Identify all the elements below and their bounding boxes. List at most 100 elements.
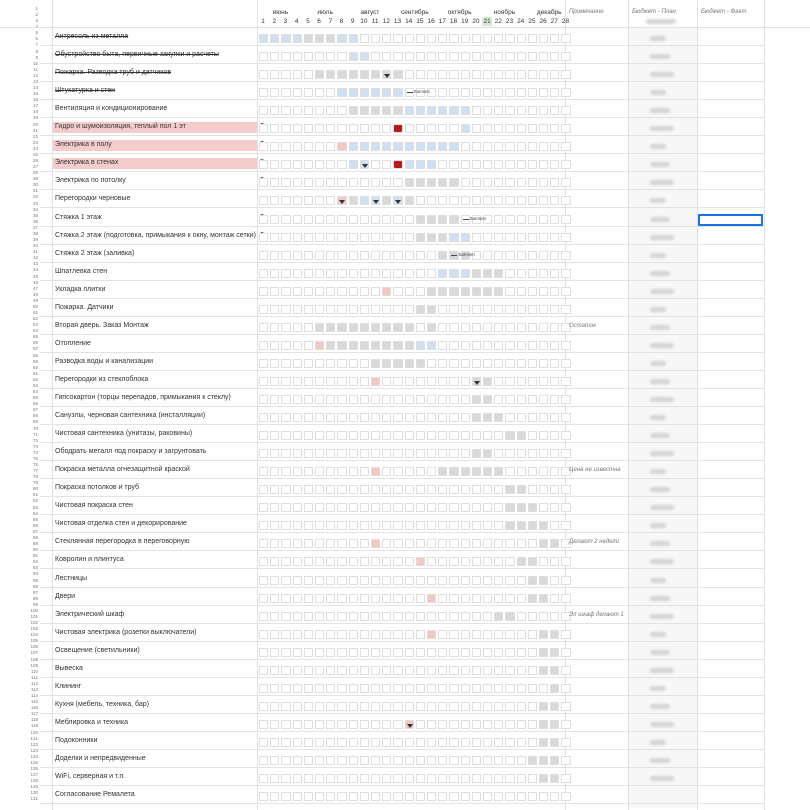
gantt-cell[interactable] <box>438 250 448 260</box>
gantt-cell[interactable] <box>483 395 493 404</box>
gantt-cell[interactable] <box>550 431 560 441</box>
gantt-cell[interactable] <box>326 611 336 621</box>
gantt-cell[interactable] <box>483 485 493 495</box>
gantt-cell[interactable] <box>281 304 291 314</box>
gantt-cell[interactable] <box>460 232 470 242</box>
gantt-cell[interactable] <box>404 737 414 747</box>
gantt-cell[interactable] <box>550 449 560 459</box>
gantt-cell[interactable] <box>292 774 302 784</box>
gantt-cell[interactable] <box>483 70 493 80</box>
gantt-cell[interactable] <box>270 286 280 296</box>
gantt-cell[interactable] <box>382 539 392 549</box>
gantt-cell[interactable] <box>550 395 560 404</box>
gantt-cell[interactable] <box>315 178 325 188</box>
gantt-cell[interactable] <box>427 413 437 423</box>
gantt-cell[interactable] <box>337 539 347 549</box>
gantt-cell[interactable] <box>359 701 369 711</box>
gantt-cell[interactable] <box>404 250 414 260</box>
gantt-cell[interactable] <box>415 647 425 657</box>
gantt-cell[interactable] <box>527 629 537 639</box>
gantt-cell[interactable] <box>270 340 280 350</box>
gantt-cell[interactable] <box>483 340 493 350</box>
gantt-cell[interactable] <box>270 376 280 386</box>
gantt-cell[interactable] <box>527 539 537 549</box>
gantt-cell[interactable] <box>393 52 403 62</box>
gantt-cell[interactable] <box>449 756 459 765</box>
gantt-cell[interactable] <box>303 304 313 314</box>
task-name[interactable]: Чистовая отделка стен и декорирование <box>55 520 187 528</box>
gantt-cell[interactable] <box>303 413 313 423</box>
gantt-cell[interactable] <box>516 792 526 802</box>
gantt-cell[interactable] <box>281 160 291 170</box>
gantt-cell[interactable] <box>449 593 459 603</box>
gantt-cell[interactable] <box>270 467 280 477</box>
gantt-cell[interactable] <box>315 467 325 477</box>
gantt-cell[interactable] <box>281 88 291 98</box>
task-name[interactable]: Согласование Ремалета <box>55 791 135 799</box>
gantt-cell[interactable] <box>359 719 369 729</box>
gantt-cell[interactable] <box>527 34 537 43</box>
gantt-cell[interactable] <box>494 485 504 495</box>
gantt-cell[interactable] <box>337 449 347 459</box>
gantt-cell[interactable] <box>438 358 448 368</box>
gantt-cell[interactable] <box>259 340 269 350</box>
gantt-cell[interactable] <box>348 34 358 43</box>
gantt-cell[interactable] <box>404 214 414 224</box>
gantt-cell[interactable] <box>471 322 481 332</box>
gantt-cell[interactable] <box>359 774 369 784</box>
gantt-cell[interactable] <box>539 737 549 747</box>
gantt-cell[interactable] <box>516 142 526 152</box>
gantt-cell[interactable] <box>494 539 504 549</box>
gantt-cell[interactable] <box>393 358 403 368</box>
gantt-cell[interactable] <box>337 611 347 621</box>
gantt-cell[interactable] <box>404 196 414 206</box>
gantt-cell[interactable] <box>516 665 526 675</box>
gantt-cell[interactable] <box>460 539 470 549</box>
task-name[interactable]: WiFi, серверная и т.п. <box>55 773 126 781</box>
gantt-cell[interactable] <box>449 521 459 531</box>
gantt-cell[interactable] <box>270 665 280 675</box>
gantt-cell[interactable] <box>539 286 549 296</box>
gantt-cell[interactable] <box>494 286 504 296</box>
gantt-cell[interactable] <box>527 467 537 477</box>
gantt-cell[interactable] <box>371 286 381 296</box>
gantt-cell[interactable] <box>348 52 358 62</box>
gantt-cell[interactable] <box>460 358 470 368</box>
gantt-cell[interactable] <box>427 196 437 206</box>
gantt-cell[interactable] <box>494 142 504 152</box>
gantt-cell[interactable] <box>393 521 403 531</box>
gantt-cell[interactable] <box>292 593 302 603</box>
gantt-cell[interactable] <box>337 376 347 386</box>
gantt-cell[interactable] <box>527 593 537 603</box>
gantt-cell[interactable] <box>460 737 470 747</box>
gantt-cell[interactable] <box>527 683 537 693</box>
gantt-cell[interactable] <box>337 214 347 224</box>
gantt-cell[interactable] <box>494 557 504 567</box>
gantt-cell[interactable] <box>270 756 280 765</box>
gantt-cell[interactable] <box>281 557 291 567</box>
gantt-cell[interactable] <box>438 449 448 459</box>
gantt-cell[interactable] <box>561 106 571 116</box>
gantt-cell[interactable] <box>449 701 459 711</box>
gantt-cell[interactable] <box>539 449 549 459</box>
gantt-cell[interactable] <box>292 88 302 98</box>
gantt-cell[interactable] <box>326 106 336 116</box>
gantt-cell[interactable] <box>359 124 369 134</box>
gantt-cell[interactable] <box>270 611 280 621</box>
gantt-cell[interactable] <box>259 88 269 98</box>
gantt-cell[interactable] <box>259 34 269 43</box>
gantt-cell[interactable] <box>326 683 336 693</box>
gantt-cell[interactable] <box>516 286 526 296</box>
gantt-cell[interactable] <box>550 719 560 729</box>
gantt-cell[interactable] <box>371 340 381 350</box>
gantt-cell[interactable] <box>561 521 571 531</box>
gantt-cell[interactable] <box>516 322 526 332</box>
task-name[interactable]: Укладка плитки <box>55 285 106 293</box>
gantt-cell[interactable] <box>527 557 537 567</box>
gantt-cell[interactable] <box>359 34 369 43</box>
gantt-cell[interactable] <box>550 322 560 332</box>
gantt-cell[interactable] <box>270 304 280 314</box>
gantt-cell[interactable] <box>359 575 369 585</box>
task-name[interactable]: Штукатурка и стен <box>55 87 116 95</box>
gantt-cell[interactable] <box>460 70 470 80</box>
